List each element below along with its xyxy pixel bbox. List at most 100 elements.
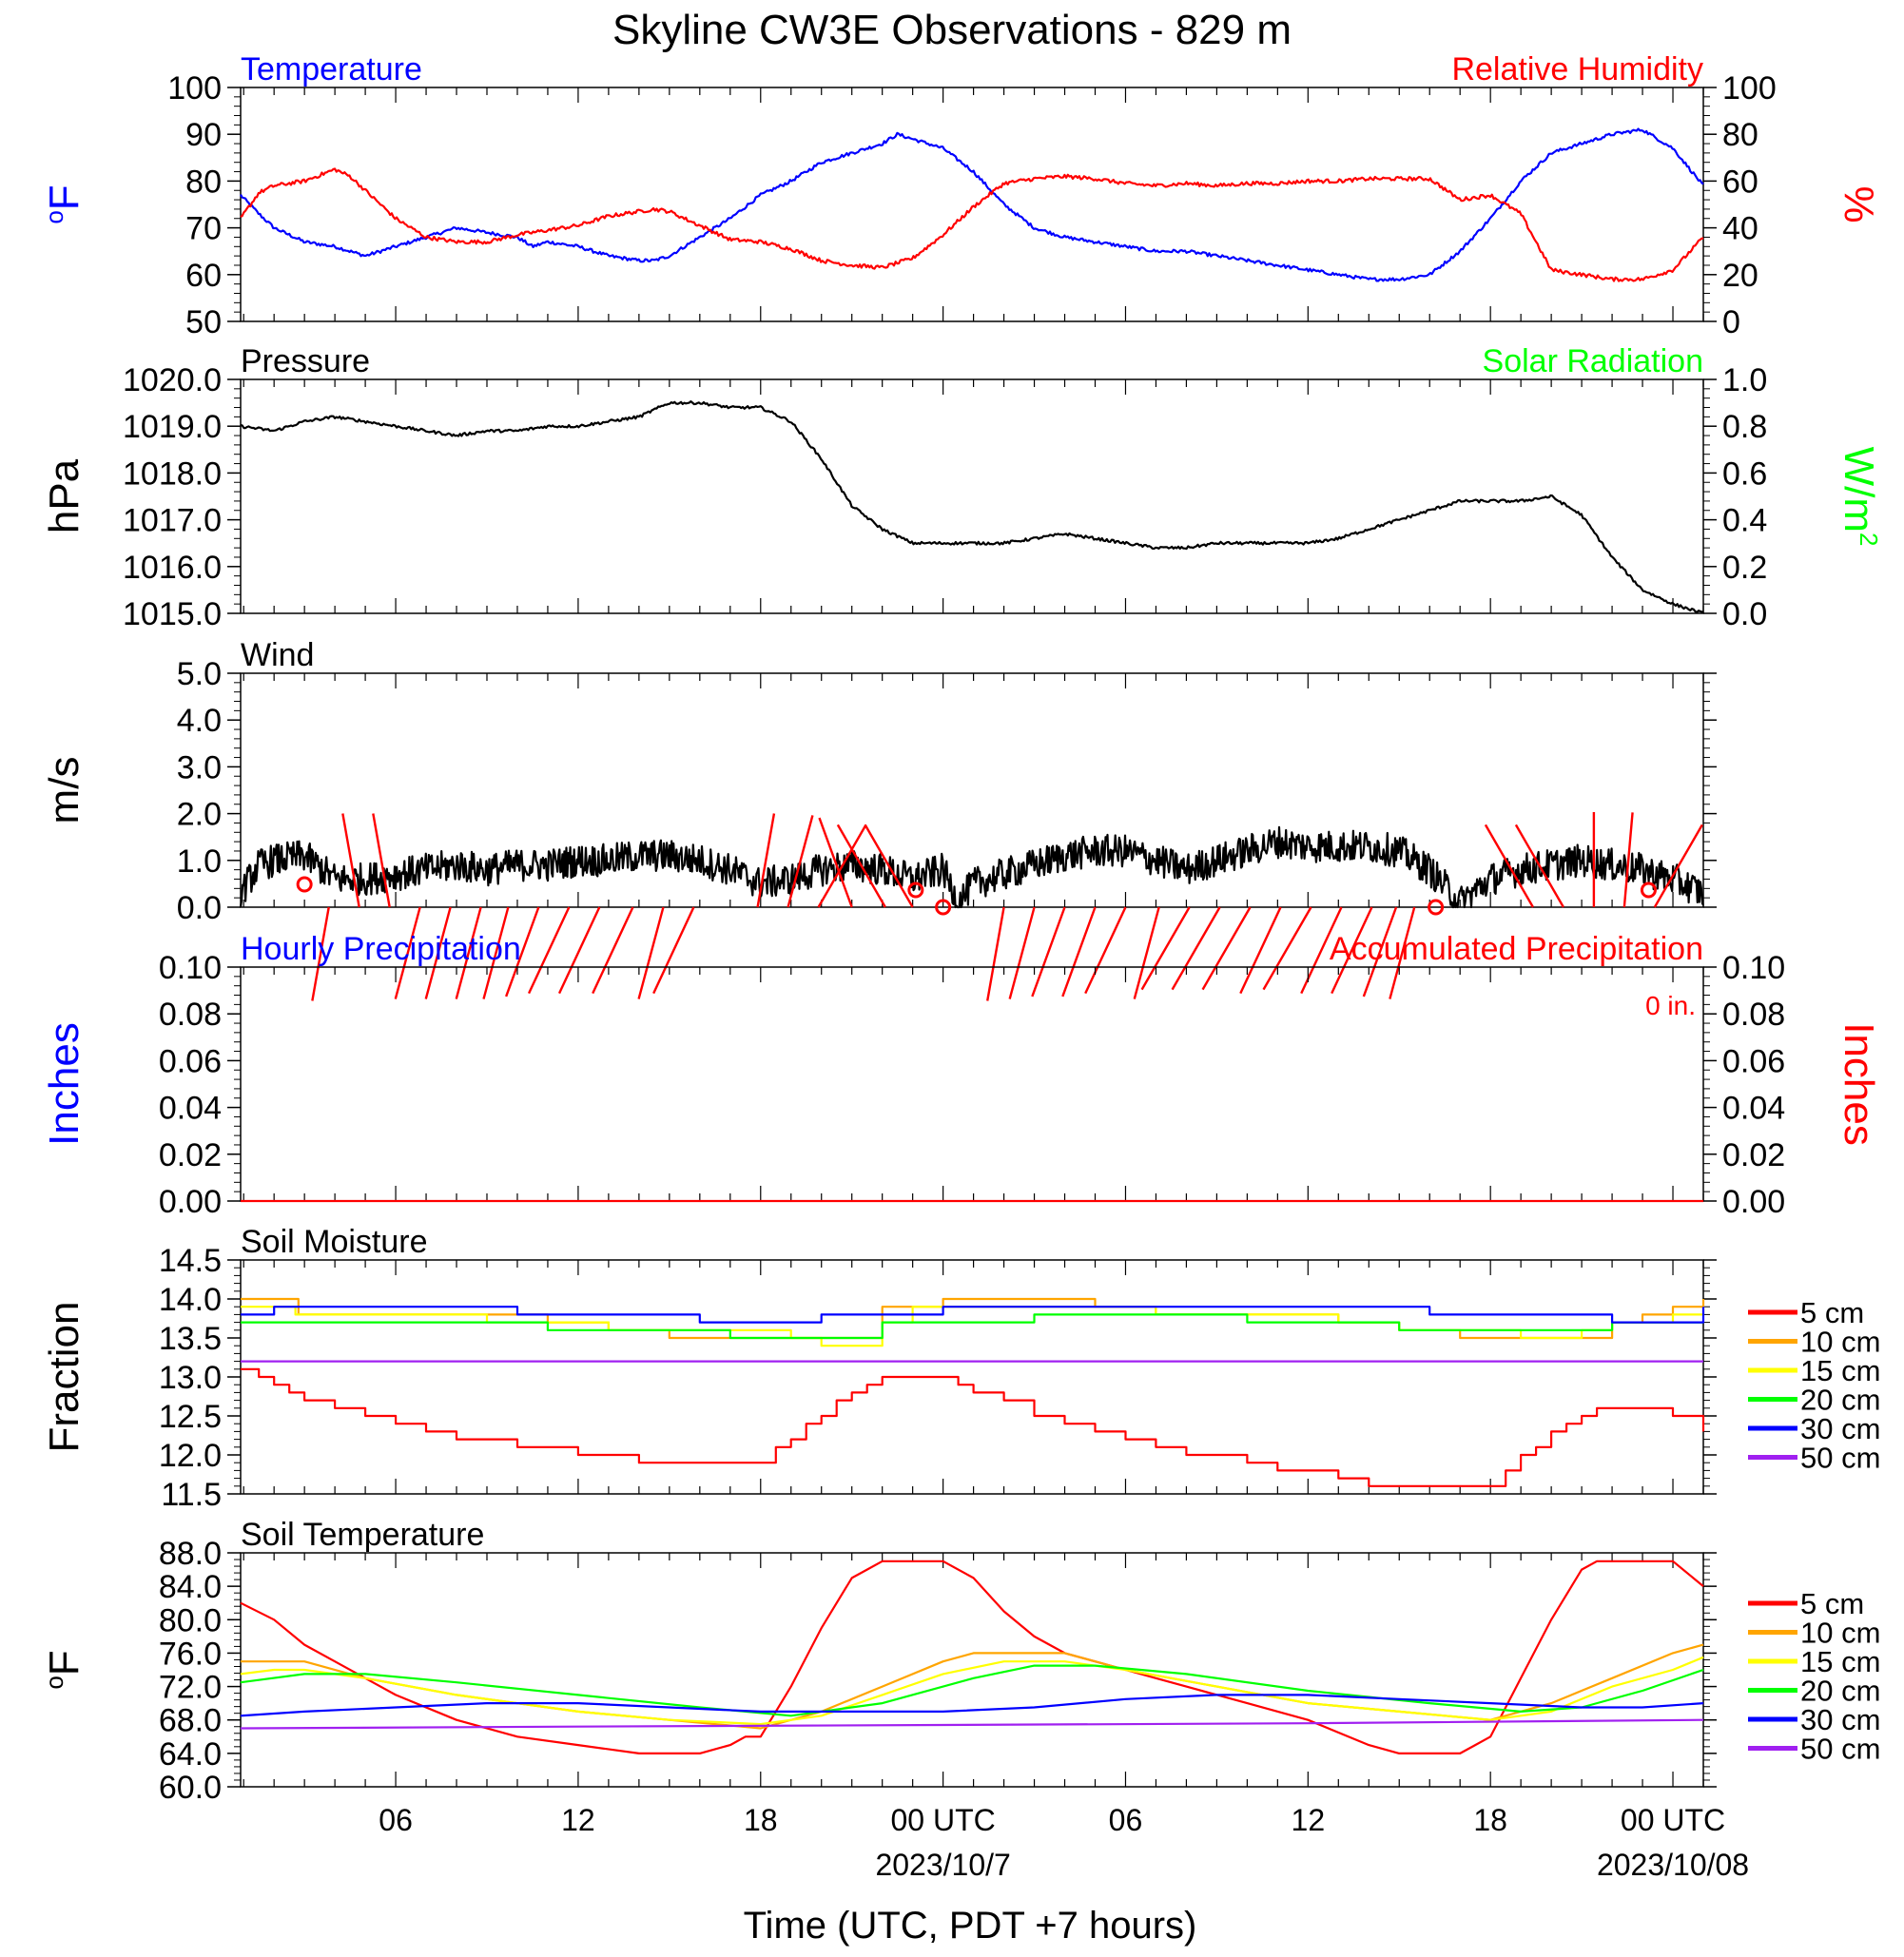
y-right-tick-label: 0.06	[1722, 1043, 1785, 1079]
x-tick-label-6: 18	[1473, 1803, 1507, 1837]
legend-label-5: 50 cm	[1800, 1733, 1880, 1766]
series-soilm-3	[241, 1313, 1703, 1340]
calm-marker-1	[907, 882, 924, 899]
x-tick-label-0: 06	[379, 1803, 413, 1837]
y-tick-label: 80.0	[159, 1602, 222, 1638]
y-axis-title-text: hPa	[41, 458, 87, 533]
y-tick-label: 84.0	[159, 1569, 222, 1605]
y-tick-label: 0.04	[159, 1091, 222, 1127]
y-axis-title-text: oF	[40, 184, 87, 223]
y-right-tick-label: 0.10	[1722, 950, 1785, 986]
y-right-tick-label: 60	[1722, 164, 1758, 200]
wind-barb-5	[455, 906, 482, 999]
y-tick-label: 14.0	[159, 1282, 222, 1318]
y-axis-title-left: m/s	[41, 757, 87, 824]
y-tick-label: 88.0	[159, 1536, 222, 1572]
y-tick-label: 12.0	[159, 1438, 222, 1474]
panel-frame	[240, 87, 1704, 322]
y-tick-label: 0.10	[159, 950, 222, 986]
panel-title-left: Hourly Precipitation	[241, 931, 521, 967]
panels: 50 0 60 20 70 40 80 60 90 80 100 100 Temperature Rela…	[40, 51, 1883, 1806]
y-tick-label: 0.00	[159, 1184, 222, 1220]
wind-barb-37	[1622, 812, 1634, 908]
y-right-tick-label: 0.02	[1722, 1137, 1785, 1173]
y-tick-label: 1015.0	[123, 596, 222, 632]
wind-barb-19	[986, 906, 1005, 1001]
wind-barb-10	[592, 906, 634, 995]
legend-label-2: 15 cm	[1800, 1645, 1880, 1678]
y-axis-title-left: Fraction	[41, 1302, 87, 1453]
calm-marker-2	[935, 899, 952, 916]
series-soilt-1	[241, 1643, 1704, 1730]
wind-barb-8	[527, 906, 571, 995]
series-wind-0	[239, 825, 1704, 909]
y-tick-label: 0.0	[177, 890, 222, 926]
series-soilt-2	[240, 1656, 1704, 1726]
y-tick-label: 70	[185, 211, 222, 247]
panel-title-right: Relative Humidity	[1451, 51, 1703, 87]
y-tick-label: 13.0	[159, 1360, 222, 1396]
wind-barb-28	[1239, 906, 1282, 995]
legend-label-5: 50 cm	[1800, 1442, 1880, 1475]
panel-title-left: Temperature	[241, 51, 422, 87]
y-tick-label: 5.0	[177, 656, 222, 692]
y-right-tick-label: 0.00	[1722, 1184, 1785, 1220]
series-pressure-0	[240, 400, 1704, 614]
y-tick-label: 12.5	[159, 1399, 222, 1435]
y-right-tick-label: 80	[1722, 117, 1758, 153]
y-tick-label: 14.5	[159, 1243, 222, 1279]
y-axis-title-text: Inches	[41, 1022, 87, 1146]
y-axis-title-text: W/m2	[1836, 447, 1883, 547]
wind-barb-29	[1262, 906, 1312, 991]
x-axis-label: Time (UTC, PDT +7 hours)	[744, 1905, 1197, 1947]
y-tick-label: 100	[167, 70, 222, 107]
wind-barb-33	[1389, 906, 1416, 999]
panel-title-left: Soil Temperature	[241, 1517, 484, 1553]
y-tick-label: 72.0	[159, 1670, 222, 1706]
y-right-tick-label: 1.0	[1722, 362, 1767, 398]
wind-barb-22	[1061, 906, 1097, 998]
y-tick-label: 11.5	[161, 1477, 222, 1513]
calm-marker-0	[296, 876, 313, 893]
wind-barb-24	[1133, 906, 1160, 999]
wind-barb-16	[818, 817, 853, 908]
y-right-tick-label: 20	[1722, 258, 1758, 294]
wind-barb-6	[482, 906, 510, 999]
panel-title-left: Wind	[241, 637, 314, 673]
series-soilm-2	[241, 1306, 1705, 1347]
wind-barb-21	[1031, 906, 1066, 998]
panel-title-left: Soil Moisture	[241, 1224, 428, 1260]
y-axis-title-text: Inches	[1836, 1022, 1882, 1146]
x-tick-label-2: 18	[744, 1803, 778, 1837]
wind-barb-3	[394, 906, 421, 999]
wind-barb-18	[864, 823, 914, 908]
series-soilt-3	[240, 1664, 1704, 1717]
series-soilt-0	[240, 1560, 1704, 1754]
panel-wind: 0.0 1.0 2.0 3.0 4.0 5.0 Wind m/s	[41, 637, 1717, 1001]
y-tick-label: 80	[185, 164, 222, 200]
legend-label-2: 15 cm	[1800, 1354, 1880, 1387]
y-tick-label: 0.08	[159, 997, 222, 1033]
y-right-tick-label: 0.0	[1722, 596, 1767, 632]
y-tick-label: 64.0	[159, 1736, 222, 1773]
wind-barb-25	[1140, 906, 1191, 991]
wind-barb-4	[424, 906, 452, 999]
panel-pressure: 1015.0 0.0 1016.0 0.2 1017.0 0.4 1018.0 0.6 1019…	[41, 343, 1883, 632]
legend-label-3: 20 cm	[1800, 1675, 1880, 1708]
y-right-tick-label: 0.08	[1722, 997, 1785, 1033]
panel-soilt: 60.064.068.072.076.080.084.088.0 Soil Tem…	[40, 1517, 1880, 1806]
wind-barb-17	[836, 823, 886, 908]
wind-barb-26	[1171, 906, 1221, 991]
panel-precip: 0.00 0.00 0.02 0.02 0.04 0.04 0.06 0.06 0.08 0.08…	[41, 931, 1882, 1220]
panel-frame	[240, 378, 1704, 614]
wind-barb-23	[1084, 906, 1127, 995]
series-temp-1	[240, 167, 1704, 282]
y-axis-title-text: oF	[40, 1650, 87, 1689]
y-tick-label: 1020.0	[123, 362, 222, 398]
y-right-tick-label: 100	[1722, 70, 1777, 107]
y-tick-label: 1018.0	[123, 455, 222, 492]
y-tick-label: 90	[185, 117, 222, 153]
wind-barb-38	[1653, 823, 1703, 908]
panel-title-left: Pressure	[241, 343, 370, 379]
